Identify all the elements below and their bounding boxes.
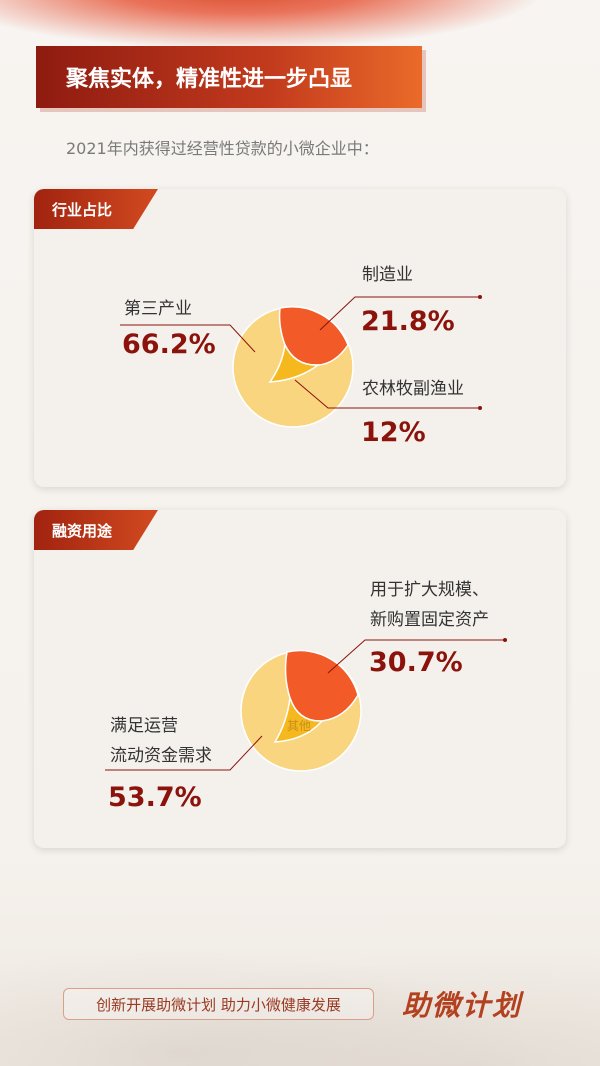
slogan: 创新开展助微计划 助力小微健康发展 [63,988,374,1020]
pie-slice-other [273,697,324,743]
page-title: 聚焦实体，精准性进一步凸显 [36,46,422,108]
leader-line-agriculture [294,379,480,409]
industry-card: 行业占比 第三产业 66.2% 制造业 21.8% 农林牧副渔业 12% [34,189,566,487]
usage-pie-chart [105,638,507,772]
label-tertiary: 第三产业 [124,299,192,319]
value-expansion: 30.7% [369,647,463,678]
label-other: 其他 [287,719,312,733]
usage-tag: 融资用途 [34,510,158,550]
pie-slice-manufacturing [278,306,349,366]
value-agriculture: 12% [361,417,426,448]
value-tertiary: 66.2% [122,329,216,360]
usage-card: 融资用途 其他 用于扩大规模、 新购置固定资产 30.7% 满足运营 流动资金需… [34,510,566,848]
leader-dot [478,295,482,299]
pie-slice-agriculture [268,342,321,383]
brand-logo: 助微计划 [402,989,523,1022]
industry-pie-chart [120,295,482,428]
leader-line-manufacturing [319,296,480,331]
value-working-capital: 53.7% [108,782,202,813]
leader-dot [478,406,482,410]
label-expansion-1: 用于扩大规模、 [370,580,489,600]
label-working-capital-1: 满足运营 [110,716,178,736]
value-manufacturing: 21.8% [361,306,455,337]
label-manufacturing: 制造业 [362,265,413,285]
label-expansion-2: 新购置固定资产 [370,610,489,630]
intro-text: 2021年内获得过经营性贷款的小微企业中： [66,139,379,158]
label-working-capital-2: 流动资金需求 [110,746,212,766]
industry-tag: 行业占比 [34,189,158,229]
label-agriculture: 农林牧副渔业 [362,379,464,399]
leader-line-tertiary [120,324,256,353]
pie-slice-expansion [284,649,359,722]
leader-line-working-capital [105,735,263,771]
leader-line-expansion [327,639,505,674]
leader-dot [503,638,507,642]
great-wall-background [0,930,600,1066]
